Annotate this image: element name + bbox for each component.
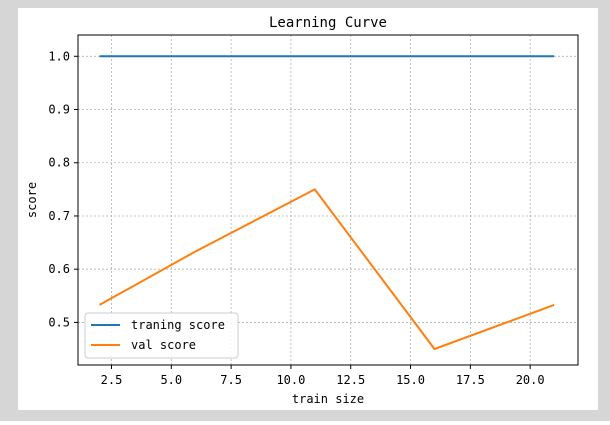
x-tick-label: 5.0 — [160, 373, 182, 387]
x-tick-label: 2.5 — [101, 373, 123, 387]
plot-area-frame — [77, 34, 579, 366]
x-tick-label: 10.0 — [276, 373, 305, 387]
x-axis-label: train size — [292, 392, 364, 406]
legend-label-val-score: val score — [131, 338, 196, 352]
y-tick-label: 0.7 — [48, 209, 70, 223]
y-axis-label: score — [25, 182, 39, 218]
y-axis-ticks: 0.5 0.6 0.7 0.8 0.9 1.0 — [48, 49, 78, 329]
grid-lines — [78, 35, 578, 365]
series-lines — [99, 55, 555, 351]
y-tick-label: 0.5 — [48, 315, 70, 329]
y-tick-label: 0.6 — [48, 262, 70, 276]
series-line-val-score — [99, 188, 555, 351]
chart-legend: traning score val score — [84, 312, 239, 359]
y-tick-label: 1.0 — [48, 49, 70, 63]
x-axis-ticks: 2.5 5.0 7.5 10.0 12.5 15.0 17.5 20.0 — [101, 365, 545, 387]
legend-box — [84, 312, 239, 359]
y-tick-label: 0.8 — [48, 156, 70, 170]
x-tick-label: 12.5 — [336, 373, 365, 387]
y-tick-label: 0.9 — [48, 103, 70, 117]
chart-title: Learning Curve — [269, 15, 387, 31]
x-tick-label: 17.5 — [456, 373, 485, 387]
x-tick-label: 15.0 — [396, 373, 425, 387]
x-tick-label: 7.5 — [220, 373, 242, 387]
x-tick-label: 20.0 — [516, 373, 545, 387]
legend-label-traning-score: traning score — [131, 318, 225, 332]
